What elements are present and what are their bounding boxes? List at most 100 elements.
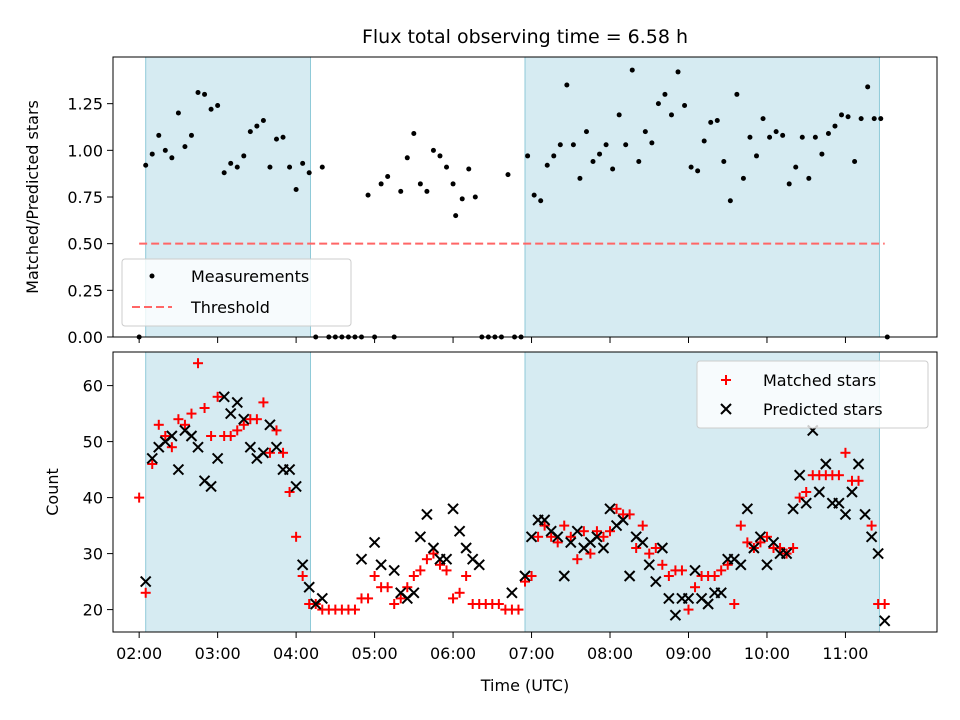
top-y-axis-label: Matched/Predicted stars	[23, 100, 42, 294]
bottom-y-tick-label: 40	[83, 489, 103, 508]
x-tick-label: 07:00	[508, 644, 554, 663]
legend-predicted-marker	[720, 403, 732, 415]
x-tick-label: 10:00	[744, 644, 790, 663]
measurement-point	[695, 168, 701, 174]
measurement-point	[453, 213, 459, 219]
measurement-point	[688, 164, 694, 170]
matched-star-point	[349, 604, 360, 615]
measurement-point	[175, 110, 181, 116]
matched-star-point	[147, 459, 158, 469]
predicted-star-point	[316, 592, 328, 605]
matched-star-point	[526, 571, 537, 581]
matched-star-point	[363, 593, 374, 604]
bottom-y-ticks: 20 30 40 50 60	[83, 377, 113, 620]
matched-star-point	[232, 425, 243, 436]
predicted-star-point	[296, 559, 309, 571]
measurement-point	[215, 103, 221, 109]
x-tick-label: 08:00	[587, 644, 633, 663]
predicted-star-point	[800, 497, 812, 509]
bottom-y-axis-label: Count	[43, 468, 62, 516]
matched-star-point	[199, 403, 210, 413]
matched-star-point	[166, 442, 177, 453]
predicted-star-point	[617, 514, 629, 526]
measurement-point	[188, 132, 194, 138]
legend-predicted-label: Predicted stars	[763, 400, 883, 419]
matched-star-point	[493, 599, 504, 609]
predicted-star-point	[597, 542, 610, 554]
measurement-point	[254, 123, 260, 129]
matched-star-point	[598, 531, 609, 542]
top-y-tick-label: 1.00	[67, 141, 103, 160]
matched-star-point	[709, 571, 720, 581]
matched-star-point	[716, 565, 727, 576]
predicted-star-point	[375, 559, 387, 571]
predicted-star-point	[682, 592, 695, 605]
measurement-point	[525, 153, 531, 159]
matched-star-point	[153, 419, 164, 430]
top-shaded-region	[524, 56, 880, 338]
matched-star-point	[578, 526, 589, 537]
matched-star-point	[193, 358, 204, 369]
measurement-point	[404, 155, 410, 161]
measurement-point	[424, 188, 430, 194]
predicted-star-point	[244, 441, 257, 453]
measurement-point	[293, 187, 299, 193]
matched-star-point	[663, 571, 674, 581]
predicted-star-point	[813, 486, 825, 498]
measurement-point	[437, 153, 443, 159]
matched-star-point	[650, 543, 661, 553]
legend-threshold-label: Threshold	[190, 298, 270, 317]
top-y-tick-label: 1.25	[67, 95, 103, 114]
bottom-legend: Matched stars Predicted stars	[696, 360, 929, 429]
measurement-point	[143, 162, 149, 168]
predicted-star-point	[270, 441, 283, 453]
predicted-star-point	[741, 503, 754, 515]
predicted-star-point	[748, 542, 760, 554]
measurement-point	[603, 142, 609, 148]
predicted-star-point	[440, 553, 453, 565]
matched-star-point	[552, 537, 563, 548]
predicted-star-point	[414, 531, 427, 543]
measurement-point	[714, 117, 720, 123]
predicted-star-point	[231, 396, 243, 409]
matched-star-point	[833, 470, 844, 481]
matched-star-point	[428, 548, 439, 559]
predicted-star-point	[565, 536, 577, 549]
matched-star-point	[624, 509, 635, 520]
predicted-star-point	[264, 419, 276, 431]
measurement-point	[577, 175, 583, 181]
x-tick-label: 05:00	[352, 644, 398, 663]
measurement-point	[149, 151, 155, 157]
measurement-point	[754, 153, 760, 159]
matched-star-point	[140, 587, 151, 598]
matched-star-point	[788, 543, 799, 553]
matched-star-point	[611, 503, 622, 514]
matched-star-point	[585, 548, 596, 559]
predicted-star-point	[767, 536, 780, 549]
legend-matched-marker	[721, 375, 731, 385]
measurement-point	[306, 170, 312, 176]
predicted-star-point	[839, 508, 852, 521]
ratio-panel: 0.00 0.25 0.50 0.75 1.00 1.25 Flux total obse…	[23, 26, 938, 347]
x-tick-label: 11:00	[822, 644, 868, 663]
measurement-point	[806, 175, 812, 181]
measurement-point	[780, 132, 786, 138]
measurement-point	[747, 134, 753, 140]
matched-star-point	[572, 554, 583, 565]
matched-star-point	[284, 487, 295, 497]
measurement-point	[799, 134, 805, 140]
predicted-star-point	[689, 564, 701, 577]
predicted-star-point	[865, 531, 878, 543]
matched-star-point	[755, 537, 766, 548]
x-tick-label: 06:00	[430, 644, 476, 663]
bottom-shaded-region	[145, 351, 311, 633]
predicted-star-point	[780, 547, 793, 560]
predicted-star-point	[571, 525, 584, 537]
measurement-point	[858, 116, 864, 122]
predicted-star-point	[643, 559, 655, 571]
predicted-star-point	[139, 575, 152, 588]
measurement-point	[459, 196, 465, 202]
matched-star-point	[546, 531, 557, 542]
matched-star-point	[448, 593, 459, 604]
measurement-point	[832, 123, 838, 129]
